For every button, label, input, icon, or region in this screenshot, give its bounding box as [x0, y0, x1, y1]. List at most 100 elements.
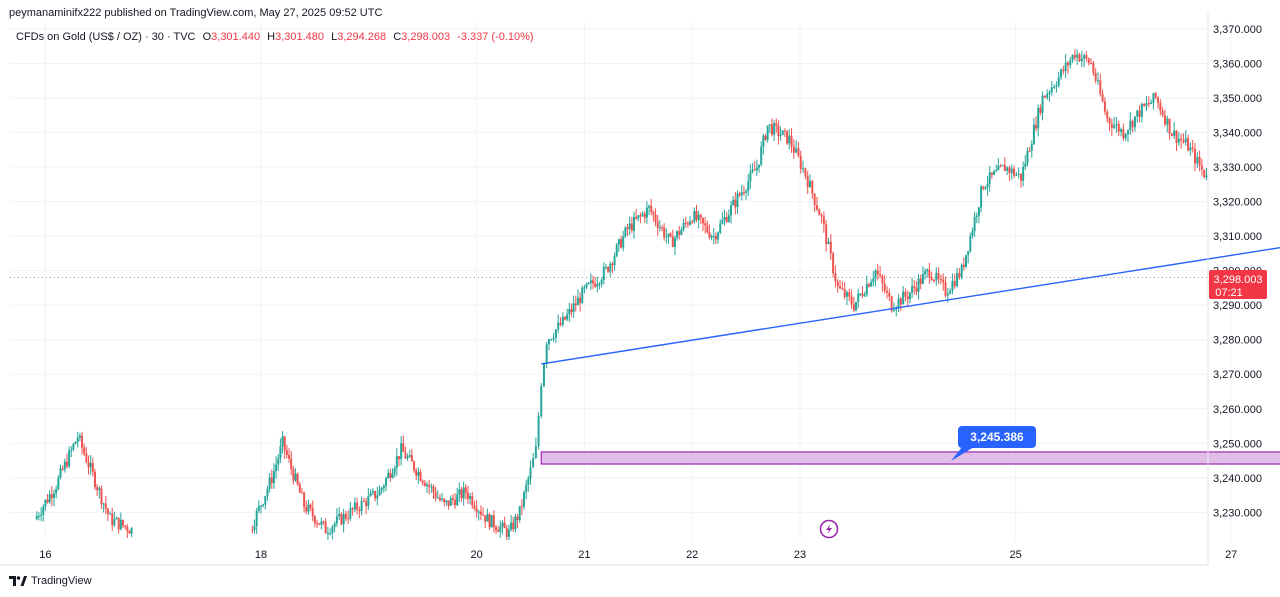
candle-body — [482, 514, 485, 516]
candle-body — [867, 284, 870, 287]
candle-body — [503, 522, 506, 529]
candle-body — [600, 280, 603, 284]
candle-body — [516, 516, 519, 520]
candle-body — [598, 283, 601, 285]
candle-body — [272, 470, 275, 484]
candle-body — [251, 529, 254, 531]
candle-body — [397, 456, 400, 459]
candle-body — [755, 167, 758, 171]
candle-body — [35, 515, 38, 520]
candle-body — [697, 214, 700, 220]
candle-body — [537, 416, 540, 447]
candle-body — [1078, 54, 1081, 62]
candle-body — [333, 523, 336, 528]
candle-body — [1064, 62, 1067, 72]
price-tick-label: 3,310.000 — [1213, 231, 1262, 243]
candle-body — [426, 484, 429, 486]
candle-body — [1217, 153, 1219, 156]
candle-body — [329, 532, 332, 534]
candle-body — [505, 528, 508, 537]
candle-body — [611, 263, 614, 266]
candle-body — [335, 516, 338, 524]
candle-body — [111, 513, 114, 526]
symbol-name[interactable]: CFDs on Gold (US$ / OZ) · 30 · TVC — [16, 31, 196, 43]
candle-body — [1150, 102, 1153, 105]
candle-body — [1087, 58, 1090, 64]
candle-body — [1138, 110, 1141, 118]
candle-body — [637, 215, 640, 219]
candle-body — [658, 227, 661, 229]
candle-body — [740, 192, 743, 196]
trendline[interactable] — [541, 222, 1280, 365]
candle-body — [624, 227, 627, 237]
target-zone[interactable] — [540, 451, 1280, 465]
candle-body — [1275, 102, 1277, 109]
candle-body — [63, 461, 66, 470]
candle-body — [362, 500, 365, 502]
candle-body — [852, 304, 855, 311]
candle-body — [788, 135, 791, 144]
candle-body — [596, 283, 599, 287]
candle-body — [395, 456, 398, 469]
candle-body — [857, 293, 860, 302]
candle-body — [320, 521, 323, 525]
candle-body — [883, 283, 886, 291]
candle-body — [570, 309, 573, 313]
candle-body — [561, 316, 564, 325]
candle-body — [986, 183, 989, 188]
candle-body — [479, 511, 482, 515]
price-axis[interactable]: 3,230.000 3,240.000 3,250.000 3,260.000 3,27… — [1207, 12, 1262, 565]
candle-body — [714, 235, 717, 240]
candle-body — [419, 471, 422, 481]
candle-body — [820, 215, 823, 217]
candle-body — [393, 468, 396, 474]
candle-body — [712, 235, 715, 237]
candle-body — [1076, 54, 1079, 58]
target-callout[interactable]: 3,245.386 — [951, 426, 1036, 461]
candle-body — [843, 289, 846, 297]
drawings[interactable] — [540, 222, 1280, 465]
candle-body — [1028, 150, 1031, 152]
candle-body — [825, 224, 828, 245]
candle-body — [449, 498, 452, 506]
time-tick-label: 18 — [255, 549, 267, 561]
candle-body — [1205, 175, 1208, 178]
candles — [35, 49, 1277, 540]
candle-body — [589, 280, 592, 284]
candle-body — [587, 283, 590, 285]
candle-body — [78, 435, 81, 438]
candle-body — [827, 241, 830, 245]
candle-body — [836, 281, 839, 287]
candle-body — [554, 329, 557, 338]
low-value: 3,294.268 — [337, 31, 387, 43]
candle-body — [841, 288, 844, 290]
candle-body — [1236, 139, 1238, 140]
candle-body — [719, 223, 722, 233]
candle-body — [944, 282, 947, 296]
candle-body — [477, 511, 480, 513]
candle-body — [371, 491, 374, 493]
time-axis[interactable]: 1618202122232527282930Ju — [0, 549, 1280, 566]
candle-body — [1154, 93, 1157, 98]
candle-body — [1055, 85, 1058, 87]
candle-body — [1106, 111, 1109, 119]
candle-body — [298, 484, 301, 493]
lightning-icon[interactable] — [819, 519, 839, 539]
candle-body — [122, 519, 125, 526]
candle-body — [804, 168, 807, 176]
price-tick-label: 3,370.000 — [1213, 24, 1262, 36]
candle-body — [458, 489, 461, 495]
price-tick-label: 3,340.000 — [1213, 128, 1262, 140]
candle-body — [729, 205, 732, 216]
target-price-label: 3,245.386 — [970, 430, 1024, 444]
candle-body — [988, 172, 991, 184]
candle-body — [1200, 165, 1203, 170]
candle-body — [762, 135, 765, 147]
price-tick-label: 3,280.000 — [1213, 335, 1262, 347]
candle-body — [309, 504, 312, 509]
candle-body — [876, 270, 879, 275]
footer-brand[interactable]: TradingView — [9, 575, 92, 587]
candle-body — [1006, 167, 1009, 171]
candle-body — [1032, 124, 1035, 145]
